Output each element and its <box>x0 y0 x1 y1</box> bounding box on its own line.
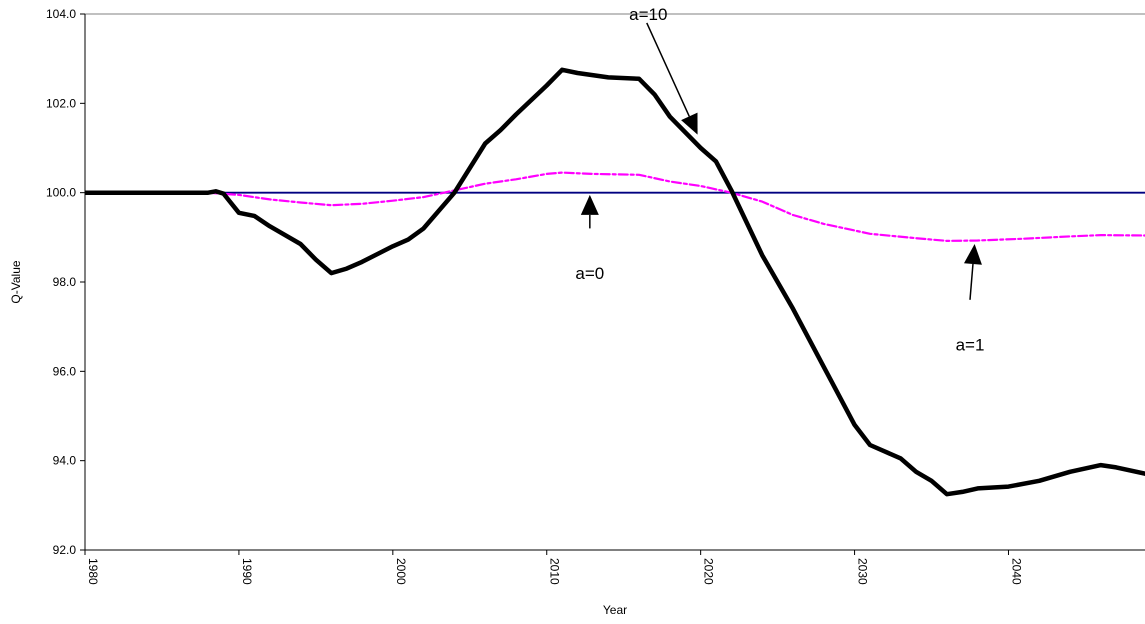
annotation-arrowhead <box>580 194 599 215</box>
axes: 92.0 94.0 96.0 98.0 100.0 102.0 104.0 1980 1990 2… <box>46 7 1145 585</box>
x-tick-label: 2040 <box>1009 558 1023 585</box>
x-tick-label: 2000 <box>394 558 408 585</box>
annotation-arrow-shaft <box>969 263 974 300</box>
y-tick-label: 104.0 <box>46 7 76 21</box>
x-tick-label: 2020 <box>702 558 716 585</box>
annotation-arrowhead <box>963 244 982 265</box>
x-tick-label: 1980 <box>86 558 100 585</box>
annotation-label: a=10 <box>629 5 667 24</box>
annotation-arrow-shaft <box>646 22 690 117</box>
x-axis-title: Year <box>603 603 627 617</box>
annotation-arrowhead <box>681 112 698 135</box>
series-line-a-1 <box>207 171 1145 242</box>
y-tick-label: 98.0 <box>53 275 77 289</box>
y-tick-label: 92.0 <box>53 543 77 557</box>
x-tick-label: 1990 <box>240 558 254 585</box>
annotation-label: a=0 <box>575 264 604 283</box>
y-tick-label: 94.0 <box>53 454 77 468</box>
y-axis-title: Q-Value <box>9 260 23 303</box>
annotation-label: a=1 <box>956 336 985 355</box>
annotation-layer: a=10 a=0 a=1 <box>575 5 984 355</box>
series-line-a-10 <box>85 67 1145 497</box>
y-tick-label: 102.0 <box>46 96 76 110</box>
x-tick-label: 2010 <box>548 558 562 585</box>
series-layer <box>85 67 1145 497</box>
y-tick-label: 96.0 <box>53 364 77 378</box>
y-tick-label: 100.0 <box>46 186 76 200</box>
x-tick-label: 2030 <box>856 558 870 585</box>
